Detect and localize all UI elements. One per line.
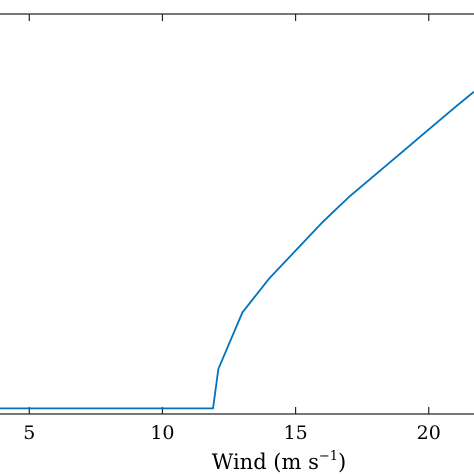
x-tick-label: 10 xyxy=(150,422,174,444)
x-axis-label: Wind (m s−1) xyxy=(212,449,347,474)
series-line xyxy=(0,91,474,410)
x-tick-labels: 5 10 15 20 xyxy=(23,422,441,444)
x-tick-label: 20 xyxy=(417,422,441,444)
x-axis-label-base: Wind (m s xyxy=(212,450,319,474)
x-tick-label: 5 xyxy=(23,422,35,444)
plot-area: 5 10 15 20 xyxy=(0,13,474,444)
series-layer xyxy=(0,91,474,410)
x-axis-label-exponent: −1 xyxy=(319,449,338,464)
x-tick-label: 15 xyxy=(283,422,307,444)
x-axis-label-close: ) xyxy=(338,450,346,474)
top-axis-ticks xyxy=(28,14,430,21)
